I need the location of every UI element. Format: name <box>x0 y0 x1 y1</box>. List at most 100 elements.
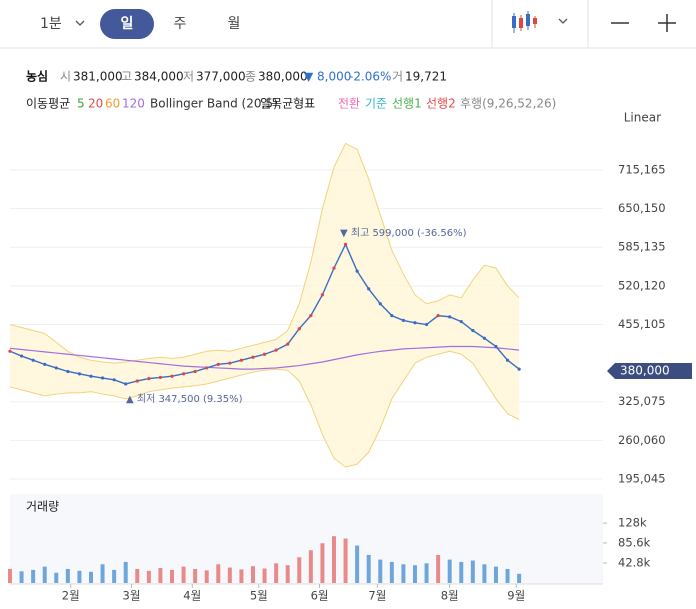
close-point <box>320 293 325 297</box>
volume-bar <box>262 568 267 583</box>
volume-bar <box>355 545 360 583</box>
close-point <box>355 269 359 273</box>
ma-period: 5 <box>77 97 85 111</box>
ma-period: 60 <box>105 97 120 111</box>
close-point <box>147 377 151 381</box>
volume-bar <box>135 568 140 583</box>
volume-bar <box>517 573 522 583</box>
volume-bar <box>204 570 209 583</box>
y-tick-label: 650,150 <box>618 201 666 215</box>
volume-bar <box>8 568 12 583</box>
y-tick-label: 260,060 <box>618 433 666 447</box>
x-tick-label: 3월 <box>123 589 141 603</box>
close-point <box>424 322 429 327</box>
close-point <box>100 376 105 380</box>
y-tick-label: 585,135 <box>618 240 666 254</box>
x-tick-label: 9월 <box>507 589 525 603</box>
close-point <box>367 287 371 291</box>
volume-bar <box>274 563 279 583</box>
interval-tab[interactable]: 주 <box>174 16 187 32</box>
close-point <box>471 328 475 333</box>
volume-bar <box>401 564 406 583</box>
close-point <box>170 374 174 378</box>
header-low: 377,000 <box>196 70 246 84</box>
volume-bar <box>158 568 163 583</box>
volume-bar <box>389 561 394 583</box>
volume-bar <box>343 538 348 583</box>
volume-tick-label: 85.6k <box>618 535 651 549</box>
close-point <box>517 367 521 371</box>
close-point <box>8 349 12 353</box>
volume-bar <box>181 566 186 583</box>
volume-bar <box>331 536 336 583</box>
y-tick-label: 455,105 <box>618 317 666 331</box>
y-tick-label: 195,045 <box>618 471 666 485</box>
close-point <box>216 362 220 366</box>
volume-bar <box>100 564 105 583</box>
volume-bar <box>412 565 417 583</box>
volume-bar <box>31 569 36 583</box>
volume-bar <box>77 570 82 583</box>
volume-bar <box>123 561 128 583</box>
close-point <box>343 242 348 246</box>
ichimoku-line: 전환 <box>338 97 360 111</box>
close-point <box>309 314 313 318</box>
bollinger-label: Bollinger Band (20,5) <box>150 97 278 111</box>
y-tick-label: 325,075 <box>618 394 666 408</box>
close-point <box>378 302 382 306</box>
close-point <box>251 355 255 359</box>
volume-bar <box>459 561 464 583</box>
ma-label: 이동평균 <box>26 97 70 111</box>
zoom-in-button[interactable] <box>658 14 676 32</box>
close-point <box>135 379 139 383</box>
low-annotation: ▲ 최저 347,500 (9.35%) <box>126 393 243 405</box>
volume-bar <box>227 567 232 583</box>
header-high: 384,000 <box>134 70 184 84</box>
scale-mode[interactable]: Linear <box>624 111 661 125</box>
ma120-line <box>9 345 520 370</box>
close-point <box>401 318 406 322</box>
interval-caret[interactable] <box>75 20 85 26</box>
close-point <box>66 369 70 374</box>
close-point <box>205 366 209 370</box>
volume-bar <box>447 559 452 583</box>
close-point <box>274 348 278 352</box>
volume-bar <box>65 568 70 583</box>
header-change-rate: -2.06% <box>349 70 391 84</box>
volume-bar <box>19 571 24 583</box>
x-tick-label: 5월 <box>250 589 268 603</box>
high-annotation: ▼ 최고 599,000 (-36.56%) <box>340 227 467 239</box>
volume-bar <box>42 566 47 583</box>
last-price-tag <box>607 363 692 379</box>
header-volume-label: 거 <box>392 70 403 84</box>
interval-tab[interactable]: 1분 <box>40 16 62 32</box>
y-tick-label: 520,120 <box>618 278 666 292</box>
x-tick-label: 2월 <box>62 589 80 603</box>
close-point <box>124 382 128 386</box>
close-point <box>286 342 290 346</box>
chart-type-caret[interactable] <box>558 18 568 24</box>
volume-bar <box>285 565 290 583</box>
close-point <box>228 361 232 365</box>
volume-title: 거래량 <box>26 500 59 514</box>
chart-type-icon[interactable] <box>512 11 537 33</box>
close-point <box>494 344 498 349</box>
close-point <box>448 315 452 319</box>
ma-period: 20 <box>88 97 103 111</box>
volume-bar <box>146 570 151 583</box>
interval-tab[interactable]: 일 <box>121 16 134 32</box>
volume-bar <box>470 560 475 583</box>
close-point <box>413 321 417 325</box>
volume-bar <box>112 569 117 583</box>
volume-bar <box>366 554 371 583</box>
close-point <box>390 314 394 318</box>
x-tick-label: 7월 <box>368 589 386 603</box>
volume-bar <box>424 563 429 583</box>
header-close-label: 종 <box>245 70 256 84</box>
interval-tab[interactable]: 월 <box>228 16 241 32</box>
ichimoku-line: 기준 <box>365 97 387 111</box>
active-interval-pill[interactable] <box>100 9 154 39</box>
volume-bar <box>505 568 510 583</box>
close-point <box>77 372 82 376</box>
